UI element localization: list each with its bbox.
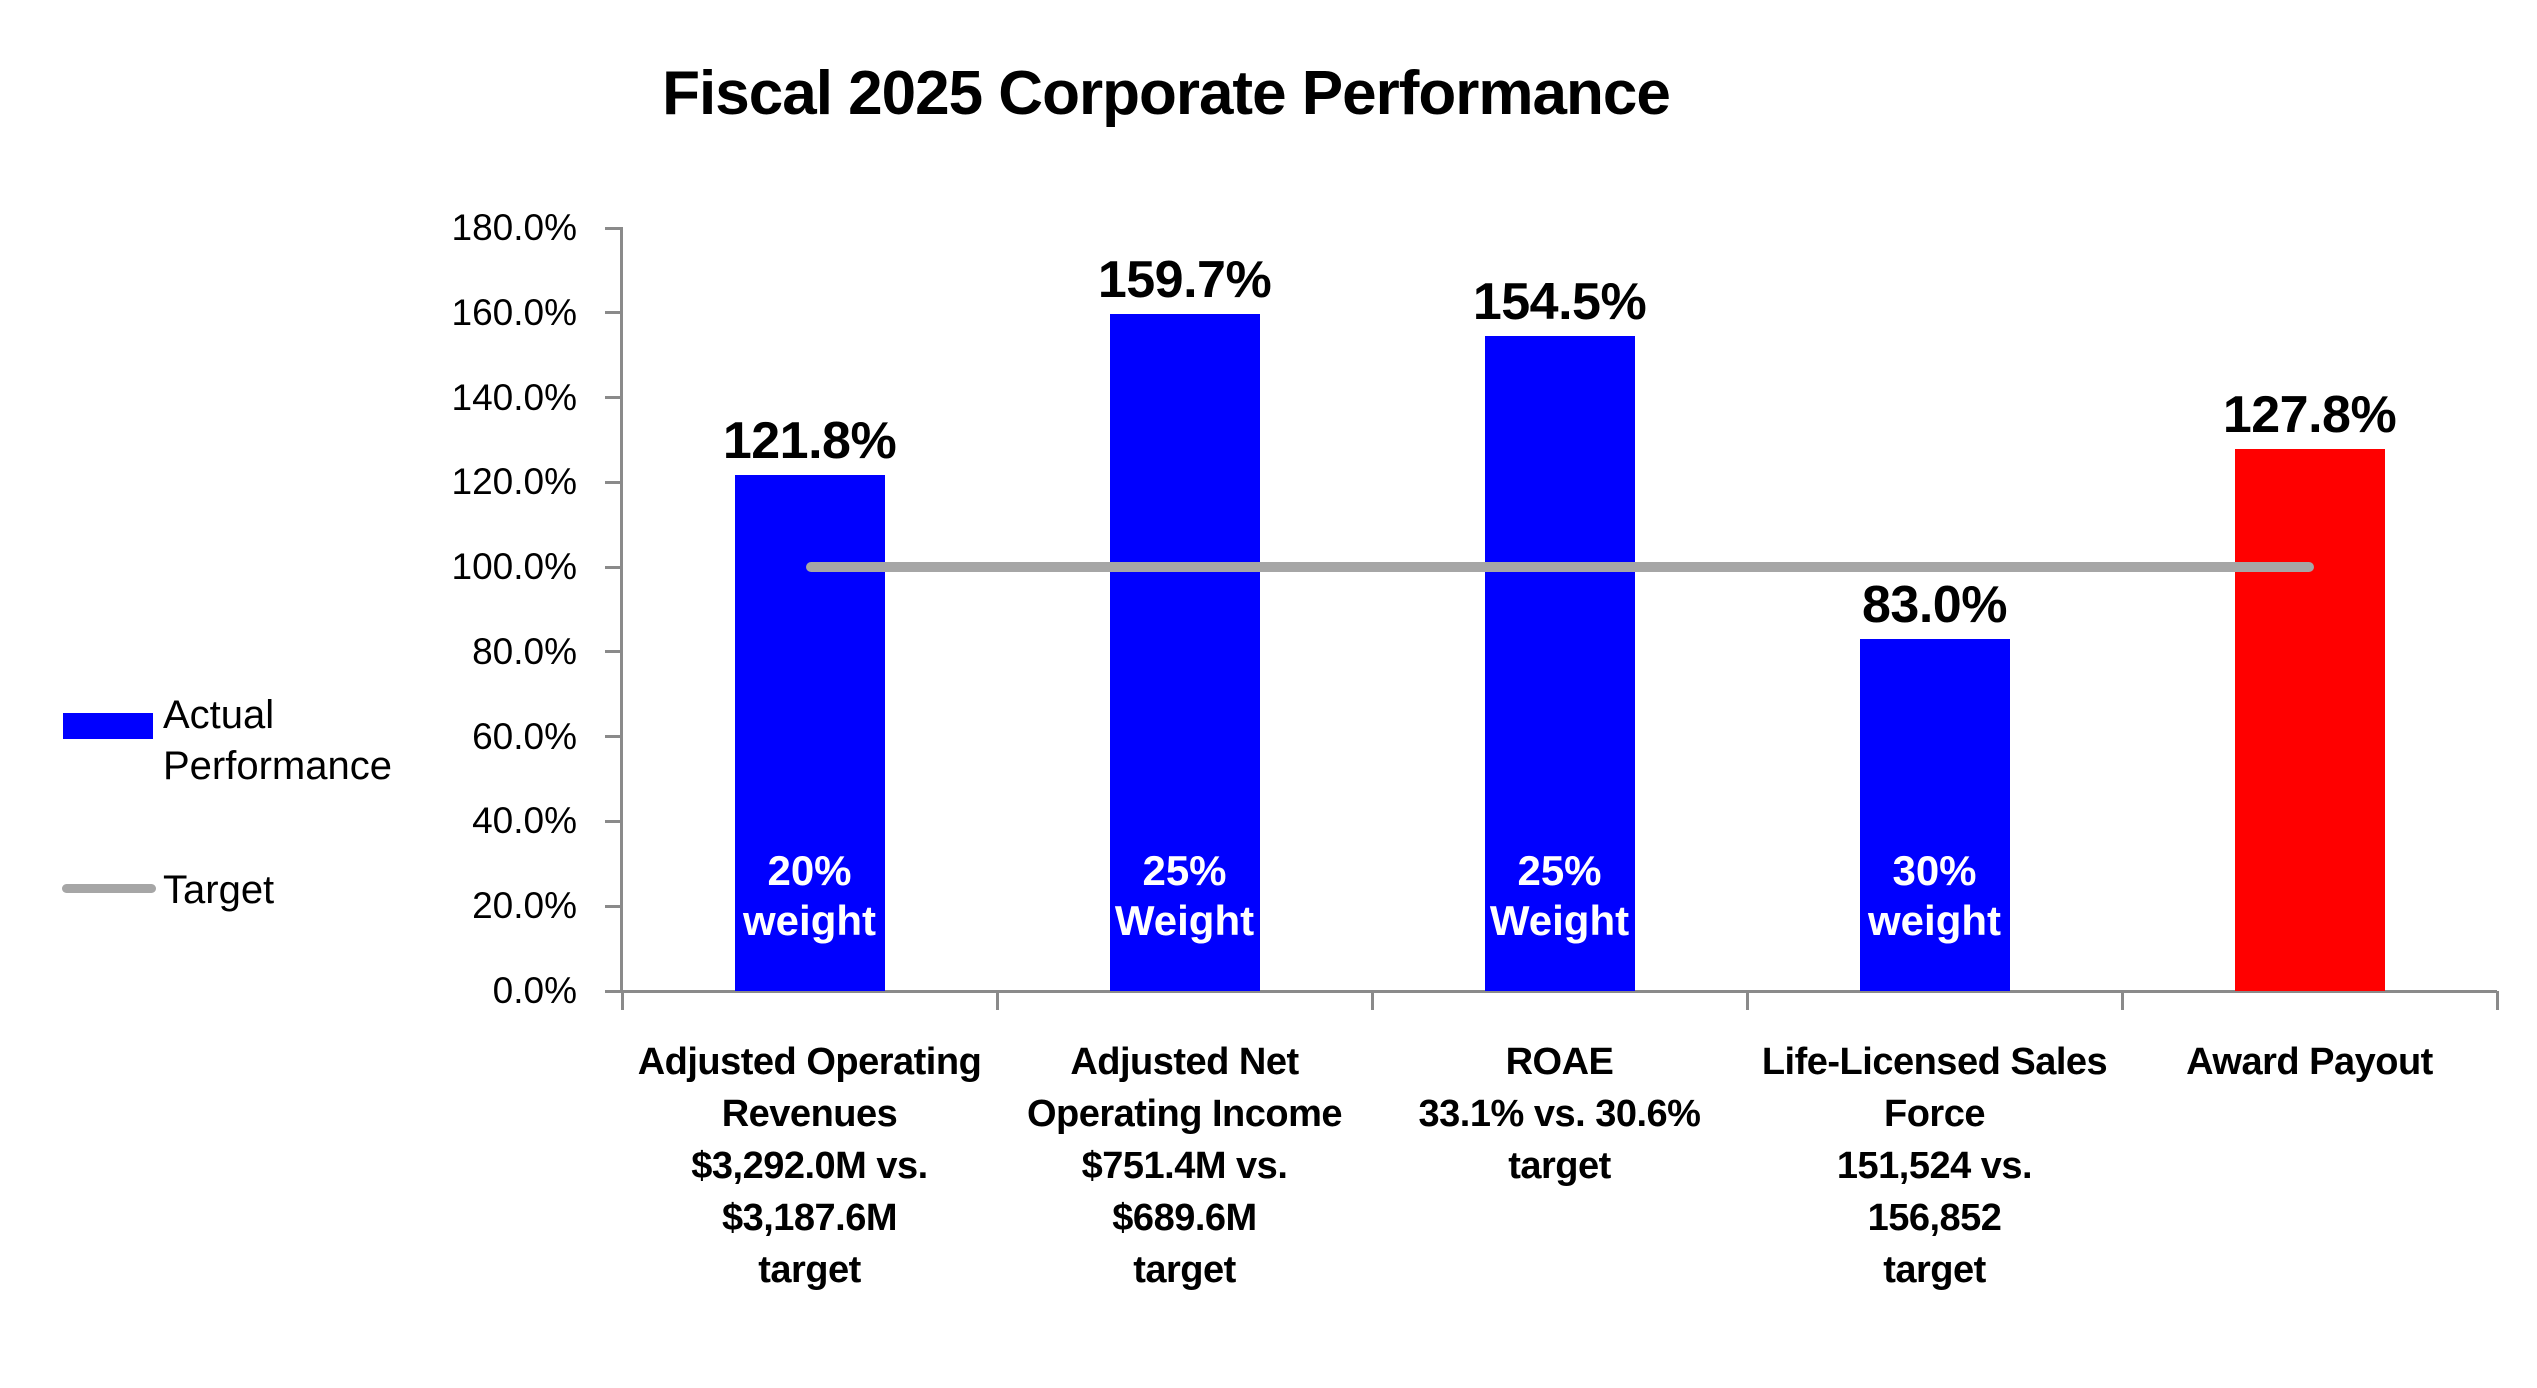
category-label-5: Award Payout [2186,1041,2433,1083]
y-axis-line [620,228,623,991]
bar-4 [1859,639,2010,991]
bar-weight-label-4: 30% weight [1868,847,2001,944]
bar-value-label-3: 154.5% [1472,273,1647,332]
x-axis-line [605,989,2497,993]
bar-3 [1484,336,1635,991]
y-axis-tick [605,904,623,908]
y-axis-tick-label: 80.0% [472,630,577,672]
x-axis-tick [995,991,999,1010]
category-label-1: Adjusted Operating Revenues $3,292.0M vs… [637,1041,982,1291]
chart-title: Fiscal 2025 Corporate Performance [662,59,1671,128]
y-axis-tick [605,735,623,739]
target-line [805,562,2314,573]
y-axis-tick-label: 160.0% [451,291,578,333]
x-axis-tick [1745,991,1749,1010]
y-axis-tick-label: 140.0% [451,376,578,418]
bar-weight-label-3: 25% Weight [1489,847,1630,944]
y-axis-tick-label: 40.0% [472,800,577,842]
y-axis-tick-label: 100.0% [451,546,578,588]
bar-2 [1109,314,1260,991]
y-axis-tick-label: 120.0% [451,461,578,503]
legend-target-label: Target [163,868,275,912]
bar-value-label-5: 127.8% [2222,386,2397,445]
bar-5 [2234,449,2385,991]
legend-actual-swatch [63,713,153,739]
legend-actual-label: Actual Performance [163,693,392,788]
x-axis-tick [2120,991,2124,1010]
y-axis-tick [605,650,623,654]
x-axis-tick [2495,991,2499,1010]
bar-weight-label-1: 20% weight [743,847,876,944]
y-axis-tick-label: 180.0% [451,207,578,248]
bar-1 [734,474,885,991]
bar-weight-label-2: 25% Weight [1114,847,1255,944]
y-axis-tick [605,480,623,484]
x-axis-tick [1370,991,1374,1010]
y-axis-tick [605,565,623,569]
legend-target-swatch [62,884,156,893]
y-axis-tick-label: 0.0% [492,970,577,1011]
y-axis-tick-label: 20.0% [472,885,577,927]
bar-value-label-4: 83.0% [1862,576,2007,635]
y-axis-tick-label: 60.0% [472,715,577,757]
legend: Actual Performance Target [0,0,460,1388]
bar-value-label-1: 121.8% [722,411,897,470]
y-axis-tick [605,819,623,823]
bar-value-label-2: 159.7% [1097,251,1272,310]
x-axis-tick [620,991,624,1010]
y-axis-tick [605,311,623,315]
y-axis-tick [605,396,623,400]
category-label-3: ROAE 33.1% vs. 30.6% target [1418,1041,1701,1187]
category-label-2: Adjusted Net Operating Income $751.4M vs… [1026,1041,1343,1291]
category-label-4: Life-Licensed Sales Force 151,524 vs. 15… [1761,1041,2108,1291]
y-axis-tick [605,226,623,230]
